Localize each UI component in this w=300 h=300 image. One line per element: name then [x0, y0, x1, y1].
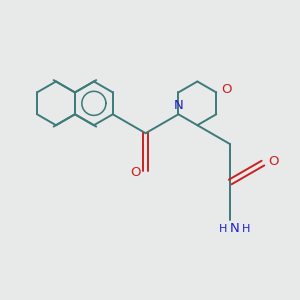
Text: H: H	[218, 224, 227, 234]
Text: O: O	[221, 83, 232, 96]
Text: O: O	[130, 166, 140, 179]
Text: N: N	[230, 222, 239, 235]
Text: H: H	[242, 224, 251, 234]
Text: N: N	[173, 100, 183, 112]
Text: O: O	[268, 155, 279, 168]
